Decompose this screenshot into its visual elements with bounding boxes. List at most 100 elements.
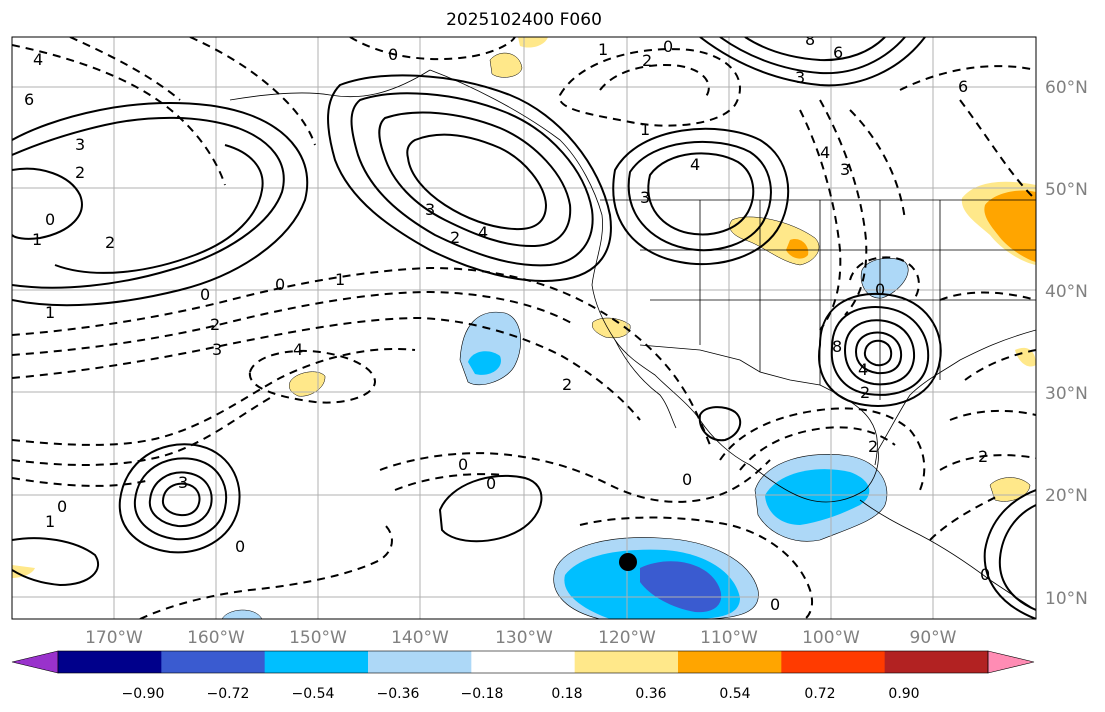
colorbar-segment-4 bbox=[368, 651, 472, 673]
yellow-region-top bbox=[518, 37, 548, 48]
baja-coast bbox=[614, 339, 677, 429]
yellow-region-coast bbox=[592, 317, 631, 339]
clabel-0f: 0 bbox=[875, 280, 885, 299]
lat-label-30n: 30°N bbox=[1045, 384, 1088, 404]
lon-labels: 170°W 160°W 150°W 140°W 130°W 120°W 110°… bbox=[85, 628, 957, 648]
contour-neg-ne2 bbox=[819, 99, 868, 316]
contour-pos-coast-small bbox=[698, 406, 742, 442]
coastlines bbox=[229, 69, 1036, 611]
storm-center-marker bbox=[619, 553, 637, 571]
clabel-0l: 0 bbox=[770, 595, 780, 614]
contour-pos-gulf-ring5 bbox=[863, 339, 893, 367]
contour-neg-top3 bbox=[349, 37, 516, 61]
clabel-0h: 0 bbox=[486, 474, 496, 493]
contour-neg-ne5 bbox=[899, 65, 1036, 91]
lon-label-130w: 130°W bbox=[495, 628, 553, 648]
cb-tick-6: 0.36 bbox=[635, 686, 666, 702]
contour-labels: 4 6 3 2 0 1 2 1 0 2 3 4 0 1 3 4 2 0 1 0 … bbox=[24, 30, 990, 614]
contour-pos-north3 bbox=[744, 37, 886, 62]
yellow-region-east-small bbox=[1015, 347, 1036, 367]
graticule bbox=[12, 37, 1036, 619]
clabel-0i: 0 bbox=[682, 470, 692, 489]
cb-tick-9: 0.90 bbox=[888, 686, 919, 702]
colorbar-segment-6 bbox=[574, 651, 679, 673]
clabel-3d: 3 bbox=[795, 68, 805, 87]
contour-neg-south2 bbox=[579, 516, 814, 619]
clabel-8: 8 bbox=[805, 30, 815, 49]
blue-region-mid-pacific-core bbox=[468, 351, 501, 375]
map-title: 2025102400 F060 bbox=[446, 10, 602, 30]
clabel-neg2: 2 bbox=[210, 315, 220, 334]
contour-neg-ne4 bbox=[959, 99, 1036, 201]
contour-neg-ne3 bbox=[849, 109, 906, 221]
contour-pos-hawaii4 bbox=[161, 482, 201, 517]
lon-label-150w: 150°W bbox=[289, 628, 347, 648]
lat-label-60n: 60°N bbox=[1045, 78, 1088, 98]
colorbar-segment-3 bbox=[264, 651, 369, 673]
clabel-0e: 0 bbox=[663, 37, 673, 56]
state-lines bbox=[640, 200, 1036, 400]
clabel-neg3b: 3 bbox=[840, 160, 850, 179]
contour-pos-west-4 bbox=[12, 167, 83, 240]
clabel-1e: 1 bbox=[45, 512, 55, 531]
cb-tick-2: −0.54 bbox=[292, 686, 335, 702]
cb-tick-7: 0.54 bbox=[719, 686, 750, 702]
clabel-neg2c: 2 bbox=[562, 375, 572, 394]
clabel-0m: 0 bbox=[980, 565, 990, 584]
contour-neg-gulf-ring bbox=[849, 256, 920, 299]
clabel-4c: 4 bbox=[690, 155, 700, 174]
contour-neg-nw1 bbox=[12, 44, 226, 186]
clabel-6b: 6 bbox=[833, 43, 843, 62]
contour-neg-south bbox=[139, 524, 393, 619]
contour-neg-nw2 bbox=[69, 37, 181, 101]
contour-neg-east4 bbox=[964, 349, 1036, 381]
contour-neg-east3 bbox=[939, 454, 1036, 471]
colorbar-segment-8 bbox=[781, 651, 886, 673]
contour-pos-west-big bbox=[12, 102, 309, 307]
clabel-2: 2 bbox=[75, 163, 85, 182]
contour-pos-plains-ring2 bbox=[627, 140, 772, 252]
clabel-neg1: 1 bbox=[335, 270, 345, 289]
colorbar-extend-low bbox=[11, 650, 59, 674]
dashed-contours bbox=[12, 37, 1036, 619]
cb-tick-5: 0.18 bbox=[551, 686, 582, 702]
clabel-4: 4 bbox=[33, 50, 43, 69]
contour-pos-hawaii3 bbox=[148, 471, 213, 528]
contour-neg-east1 bbox=[939, 291, 1036, 301]
contour-pos-gulf-ring2 bbox=[830, 306, 930, 396]
contour-pos-plains-ring3 bbox=[647, 152, 755, 236]
clabel-0j: 0 bbox=[235, 537, 245, 556]
contour-neg-gulf-a bbox=[719, 407, 926, 491]
clabel-1b: 1 bbox=[45, 303, 55, 322]
colorbar-segment-1 bbox=[58, 651, 162, 673]
lon-label-160w: 160°W bbox=[187, 628, 245, 648]
contour-neg-mid1 bbox=[379, 452, 771, 503]
contour-neg-1 bbox=[12, 266, 711, 446]
contour-pos-hawaii1 bbox=[118, 443, 241, 554]
clabel-3b: 3 bbox=[425, 200, 435, 219]
cb-tick-3: −0.36 bbox=[377, 686, 420, 702]
colorbar-segment-2 bbox=[161, 651, 266, 673]
lon-label-120w: 120°W bbox=[598, 628, 656, 648]
clabel-4b: 4 bbox=[478, 223, 488, 242]
clabel-0: 0 bbox=[45, 210, 55, 229]
clabel-8b: 8 bbox=[832, 337, 842, 356]
clabel-neg4: 4 bbox=[293, 340, 303, 359]
contour-neg-east5 bbox=[929, 494, 1001, 541]
clabel-0d: 0 bbox=[388, 45, 398, 64]
blue-region-south-core bbox=[640, 561, 722, 613]
cb-tick-8: 0.72 bbox=[804, 686, 835, 702]
clabel-3e: 3 bbox=[178, 473, 188, 492]
clabel-2e: 2 bbox=[860, 383, 870, 402]
alaska-coast bbox=[229, 69, 431, 101]
contour-pos-gulf-ring3 bbox=[843, 319, 916, 386]
clabel-1: 1 bbox=[32, 230, 42, 249]
colorbar-extend-high bbox=[987, 650, 1035, 674]
contour-pos-gulf-ring1 bbox=[818, 292, 942, 407]
contour-neg-2 bbox=[12, 290, 576, 356]
clabel-0c: 0 bbox=[275, 275, 285, 294]
lon-label-100w: 100°W bbox=[802, 628, 860, 648]
contour-pos-west-3 bbox=[54, 144, 264, 274]
clabel-6: 6 bbox=[24, 90, 34, 109]
